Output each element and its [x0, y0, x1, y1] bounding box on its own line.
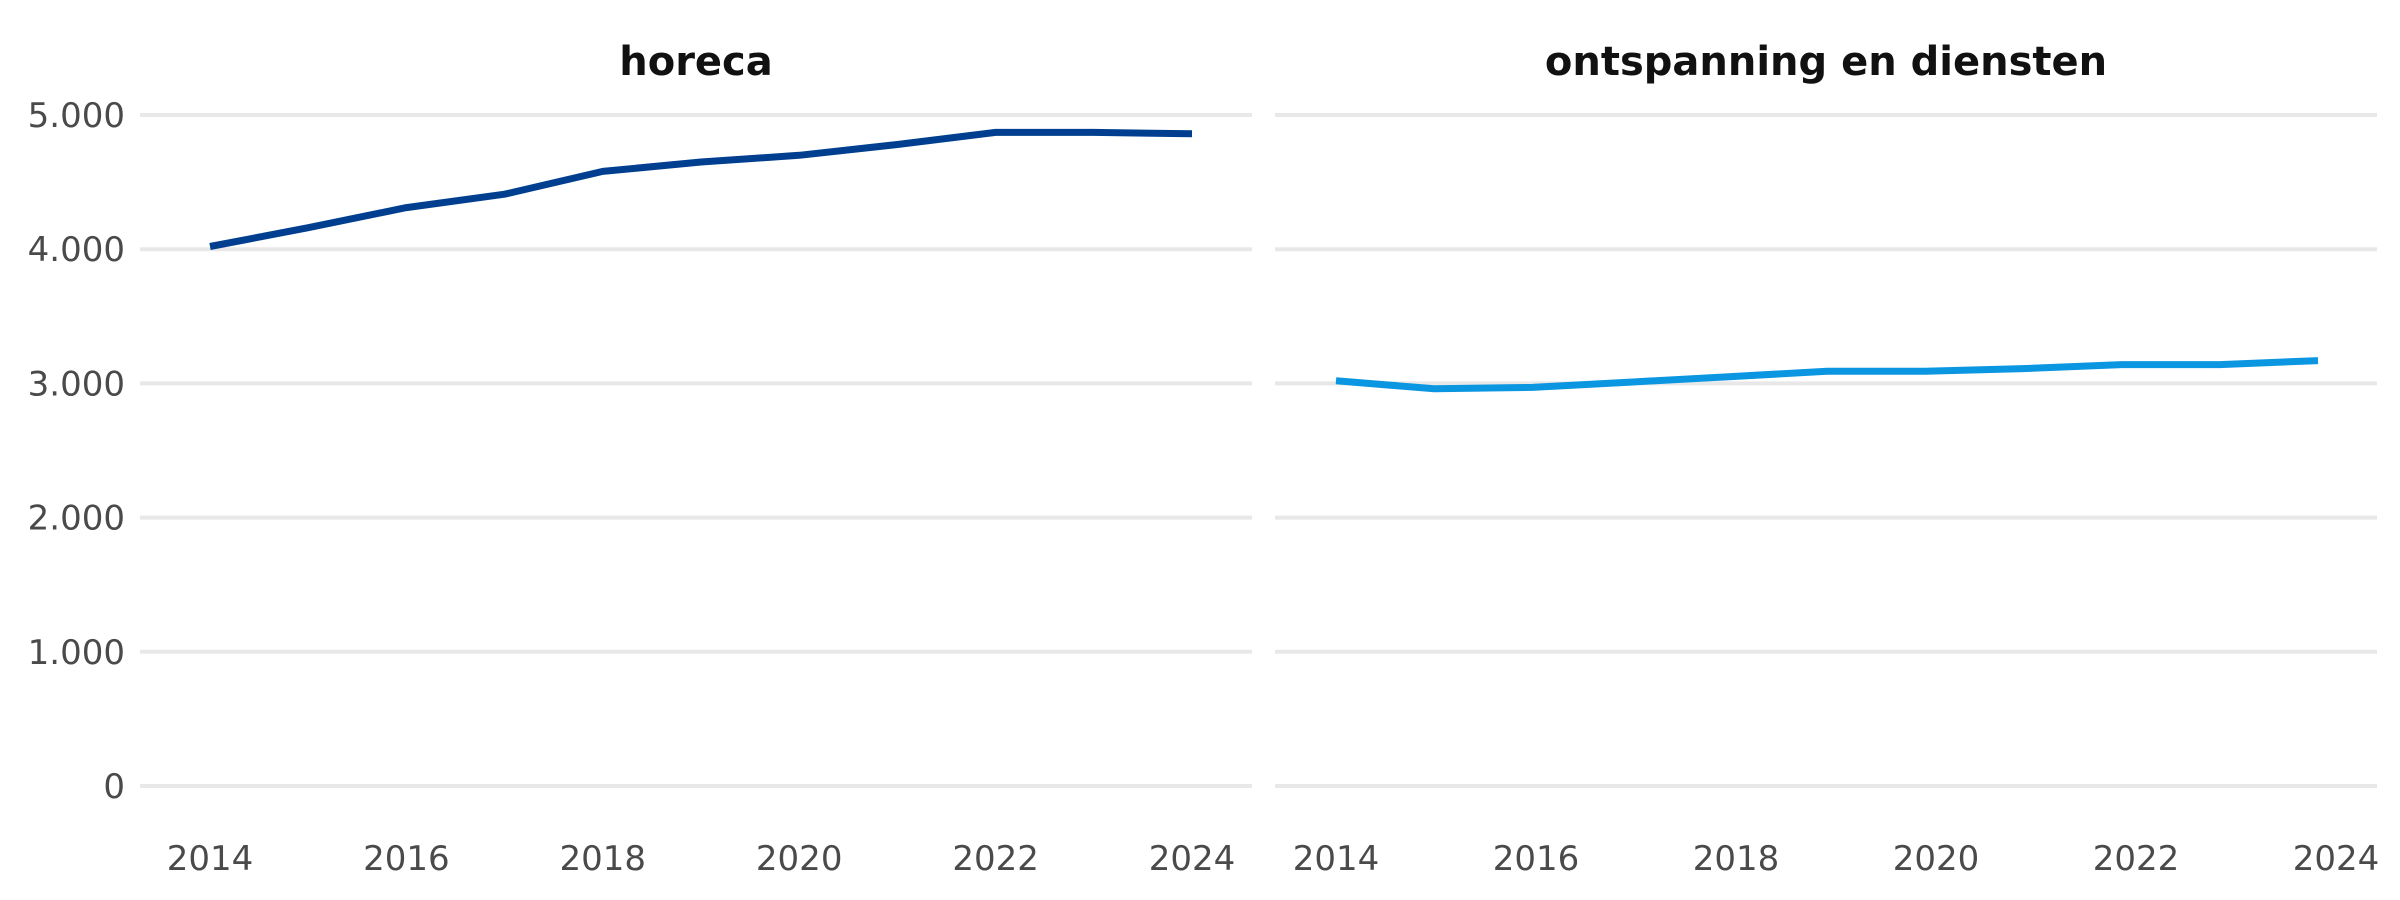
- data-point: [600, 168, 606, 174]
- x-tick-label: 2018: [560, 839, 647, 879]
- data-point: [1091, 129, 1097, 135]
- data-point: [993, 129, 999, 135]
- data-point: [698, 159, 704, 165]
- data-point: [305, 225, 311, 231]
- data-point: [207, 244, 213, 250]
- panel-title: horeca: [619, 39, 773, 85]
- data-point: [502, 191, 508, 197]
- y-tick-label: 0: [103, 767, 125, 807]
- data-point: [1726, 374, 1732, 380]
- y-tick-label: 1.000: [28, 633, 125, 673]
- x-tick-label: 2020: [756, 839, 843, 879]
- data-point: [1824, 368, 1830, 374]
- y-tick-label: 3.000: [28, 364, 125, 404]
- x-tick-label: 2014: [1293, 839, 1380, 879]
- data-point: [1529, 384, 1535, 390]
- data-point: [894, 142, 900, 148]
- x-tick-label: 2020: [1893, 839, 1980, 879]
- data-point: [1189, 131, 1195, 137]
- data-point: [2315, 358, 2321, 364]
- data-point: [403, 205, 409, 211]
- series-line: [209, 128, 1193, 250]
- data-point: [2020, 366, 2026, 372]
- data-point: [1431, 386, 1437, 392]
- x-tick-label: 2016: [363, 839, 450, 879]
- chart-panel: ontspanning en diensten 2014 2016 2018 2020 2…: [1275, 39, 2379, 879]
- x-tick-label: 2016: [1493, 839, 1580, 879]
- data-point: [1628, 379, 1634, 385]
- x-tick-label: 2024: [2293, 839, 2380, 879]
- chart-panel: horeca 2014 2016 2018 2020 2022 2024: [140, 39, 1252, 879]
- y-tick-label: 2.000: [28, 499, 125, 539]
- y-tick-label: 4.000: [28, 230, 125, 270]
- y-tick-label: 5.000: [28, 96, 125, 136]
- data-point: [1333, 378, 1339, 384]
- x-tick-label: 2022: [952, 839, 1039, 879]
- x-tick-label: 2022: [2093, 839, 2180, 879]
- data-point: [796, 152, 802, 158]
- series-line: [1335, 357, 2319, 393]
- data-point: [2217, 362, 2223, 368]
- x-tick-label: 2014: [167, 839, 254, 879]
- x-tick-label: 2018: [1693, 839, 1780, 879]
- x-tick-label: 2024: [1149, 839, 1236, 879]
- data-point: [1922, 368, 1928, 374]
- data-point: [2119, 362, 2125, 368]
- panel-title: ontspanning en diensten: [1545, 39, 2107, 85]
